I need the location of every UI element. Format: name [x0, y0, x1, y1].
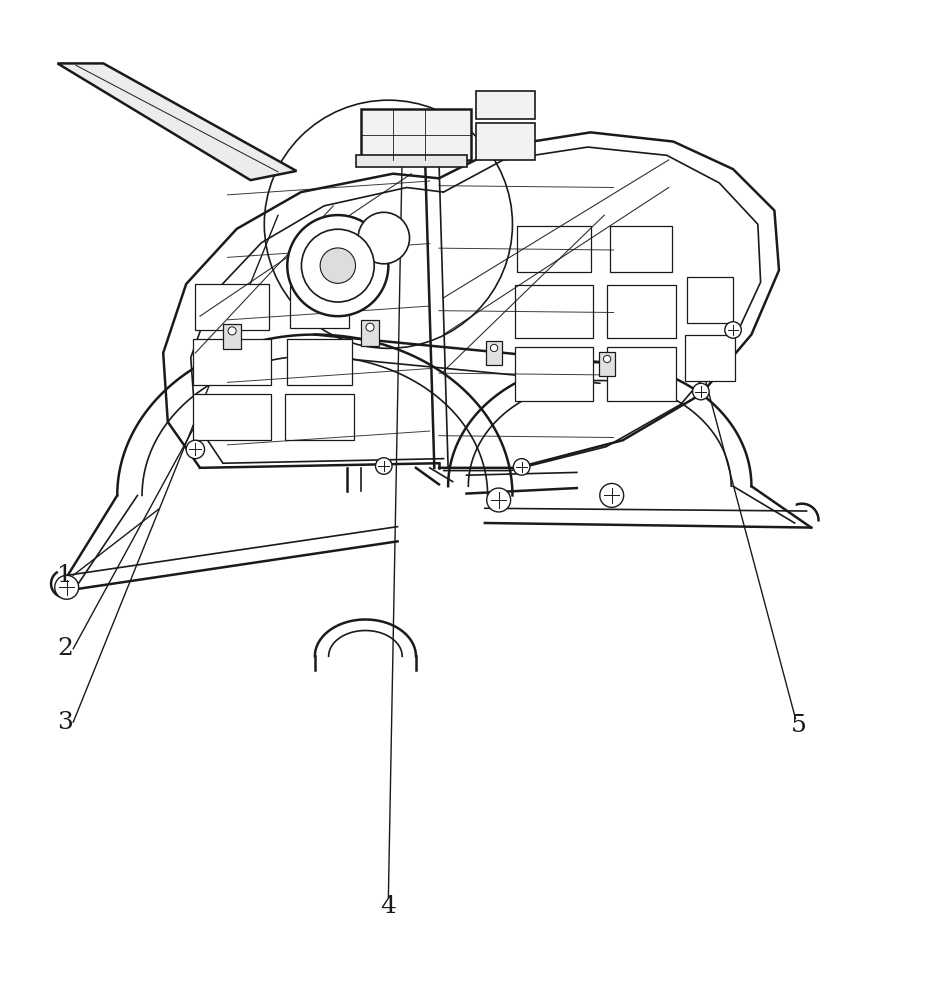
Circle shape: [320, 248, 355, 283]
Bar: [289, 286, 349, 328]
Circle shape: [604, 355, 611, 363]
Text: 5: 5: [791, 714, 807, 737]
Circle shape: [725, 322, 742, 338]
Circle shape: [513, 459, 530, 475]
Text: 2: 2: [57, 637, 73, 660]
Circle shape: [228, 327, 236, 335]
FancyBboxPatch shape: [599, 352, 616, 376]
FancyBboxPatch shape: [223, 324, 242, 349]
Circle shape: [491, 344, 497, 352]
Bar: [287, 339, 352, 385]
Bar: [515, 285, 592, 338]
Circle shape: [187, 440, 204, 459]
Text: 1: 1: [57, 564, 73, 587]
Circle shape: [301, 229, 374, 302]
Bar: [606, 347, 675, 401]
Bar: [193, 339, 272, 385]
Circle shape: [358, 212, 410, 264]
Circle shape: [366, 323, 374, 331]
Bar: [193, 394, 272, 440]
Bar: [195, 284, 269, 330]
Polygon shape: [58, 63, 297, 180]
FancyBboxPatch shape: [361, 320, 379, 346]
Bar: [517, 226, 591, 272]
Circle shape: [375, 458, 392, 474]
Text: 3: 3: [57, 711, 73, 734]
Bar: [687, 277, 733, 323]
Bar: [476, 91, 536, 119]
Circle shape: [600, 483, 623, 507]
Bar: [610, 226, 673, 272]
Polygon shape: [356, 155, 466, 167]
Bar: [476, 123, 536, 160]
Bar: [606, 285, 675, 338]
FancyBboxPatch shape: [486, 341, 502, 365]
Circle shape: [692, 383, 709, 400]
Bar: [515, 347, 592, 401]
Circle shape: [287, 215, 388, 316]
Bar: [285, 394, 354, 440]
Bar: [685, 335, 735, 381]
Bar: [361, 109, 471, 160]
Circle shape: [55, 575, 78, 599]
Circle shape: [487, 488, 510, 512]
Text: 4: 4: [381, 895, 397, 918]
